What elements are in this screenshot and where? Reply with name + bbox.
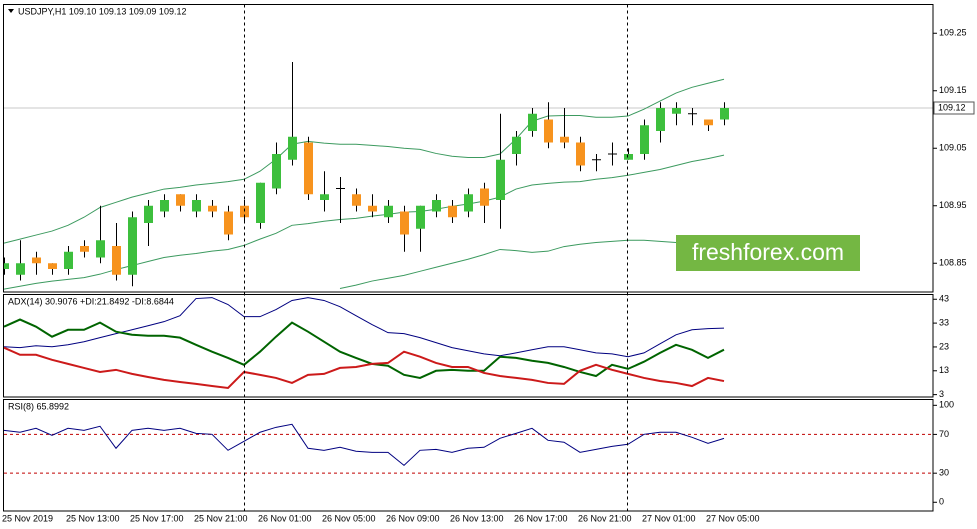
y-tick-label: 70	[939, 429, 949, 439]
band-line	[339, 238, 725, 290]
y-tick-label: 30	[939, 468, 949, 478]
candle-body	[576, 142, 585, 166]
candle-body	[176, 194, 185, 206]
candle-body	[64, 251, 73, 269]
indicator-line	[3, 346, 725, 389]
watermark-box	[676, 235, 860, 271]
candle-body	[528, 113, 537, 131]
y-tick-label: 33	[939, 317, 949, 327]
y-tick-label: 0	[939, 497, 944, 507]
rsi-panel-frame	[3, 399, 934, 512]
y-tick-label: 108.95	[939, 200, 967, 210]
candle-body	[400, 211, 409, 235]
x-tick-label: 26 Nov 05:00	[322, 513, 376, 523]
candle-body	[16, 263, 25, 275]
x-tick-label: 25 Nov 13:00	[66, 513, 120, 523]
candle-body	[144, 205, 153, 223]
candle-body	[480, 188, 489, 206]
candle-body	[496, 159, 505, 200]
y-tick-label: 23	[939, 341, 949, 351]
watermark: freshforex.com	[676, 235, 860, 271]
candle-body	[640, 125, 649, 154]
x-tick-label: 26 Nov 13:00	[450, 513, 504, 523]
y-tick-label: 100	[939, 400, 954, 410]
candle-body	[208, 205, 217, 212]
adx-plot	[3, 297, 725, 389]
indicator-line	[3, 318, 725, 379]
candle-body	[384, 205, 393, 218]
candle-body	[464, 194, 473, 212]
candle-body	[272, 154, 281, 189]
y-tick-label: 43	[939, 294, 949, 304]
candle-body	[704, 119, 713, 126]
candle-body	[512, 136, 521, 154]
candle-body	[80, 246, 89, 252]
candle-body	[192, 200, 201, 212]
candle-body	[48, 263, 57, 269]
candle-body	[544, 119, 553, 143]
band-line	[3, 154, 725, 290]
candle-body	[720, 108, 729, 120]
candle-body	[432, 200, 441, 212]
x-tick-label: 25 Nov 21:00	[194, 513, 248, 523]
candle-body	[304, 142, 313, 195]
candle-body	[32, 257, 41, 264]
y-tick-label: 109.25	[939, 28, 967, 38]
x-tick-label: 26 Nov 17:00	[514, 513, 568, 523]
candle-body	[160, 200, 169, 212]
adx-panel-title: ADX(14) 30.9076 +DI:21.8492 -DI:8.6844	[8, 296, 174, 306]
x-tick-label: 26 Nov 09:00	[386, 513, 440, 523]
x-tick-label: 27 Nov 01:00	[642, 513, 696, 523]
rsi-panel-title: RSI(8) 65.8992	[8, 401, 69, 411]
candle-body	[448, 205, 457, 218]
candle-body	[624, 154, 633, 160]
candle-body	[320, 194, 329, 200]
indicator-line	[3, 423, 725, 466]
candle-body	[288, 136, 297, 160]
price-plot	[3, 62, 933, 290]
watermark-text: freshforex.com	[692, 239, 844, 265]
candle-body	[352, 194, 361, 206]
candle-body	[224, 211, 233, 235]
candle-body	[560, 136, 569, 143]
candle-body	[96, 240, 105, 258]
x-tick-label: 26 Nov 21:00	[578, 513, 632, 523]
symbol-marker	[8, 9, 14, 13]
candle-body	[368, 205, 377, 212]
candle-body	[112, 246, 121, 275]
candle-body	[128, 217, 137, 275]
y-tick-label: 13	[939, 365, 949, 375]
x-tick-label: 25 Nov 2019	[2, 513, 53, 523]
last-price-box	[933, 101, 975, 115]
candle-body	[672, 108, 681, 114]
x-tick-label: 25 Nov 17:00	[130, 513, 184, 523]
adx-panel-frame	[3, 294, 934, 398]
indicator-line	[3, 297, 725, 358]
price-panel-title: USDJPY,H1 109.10 109.13 109.09 109.12	[18, 6, 186, 16]
y-tick-label: 3	[939, 389, 944, 399]
candle-body	[256, 182, 265, 223]
y-tick-label: 108.85	[939, 258, 967, 268]
band-line	[3, 78, 725, 244]
period-separators	[244, 4, 628, 511]
candle-body	[3, 263, 9, 269]
y-tick-label: 109.05	[939, 143, 967, 153]
x-tick-label: 27 Nov 05:00	[706, 513, 760, 523]
y-tick-label: 109.15	[939, 85, 967, 95]
candle-body	[656, 108, 665, 131]
candle-body	[416, 205, 425, 229]
x-tick-label: 26 Nov 01:00	[258, 513, 312, 523]
last-price-label: 109.12	[938, 102, 966, 112]
rsi-plot	[3, 423, 933, 474]
